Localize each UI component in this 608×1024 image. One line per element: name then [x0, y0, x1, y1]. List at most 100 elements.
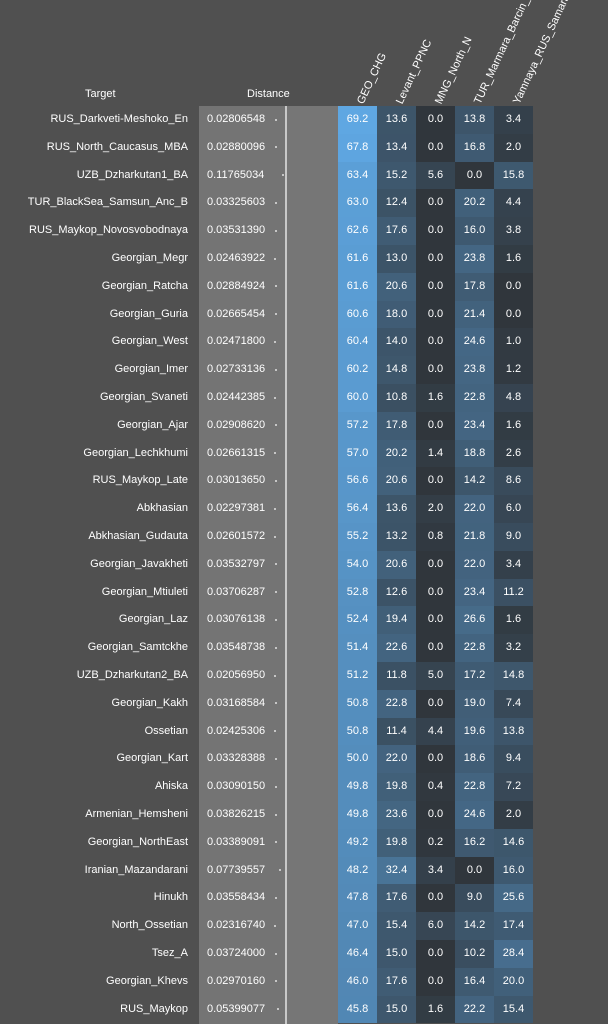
value-cell: 0.0: [416, 550, 455, 579]
value-cell: 28.4: [494, 940, 533, 968]
target-label: RUS_North_Caucasus_MBA: [46, 140, 188, 153]
table-row: Georgian_Javakheti 0.03532797 54.0 20.6 0.0 2…: [0, 550, 608, 579]
target-column-header: Target: [85, 88, 116, 100]
distance-marker: [274, 257, 277, 260]
value-cell: 20.6: [377, 550, 416, 579]
distance-value: 0.02806548: [207, 113, 266, 125]
value-cell: 13.8: [455, 106, 494, 134]
distance-value: 0.02908620: [207, 418, 266, 431]
value-cell: 50.0: [338, 745, 377, 774]
distance-value: 0.02884924: [207, 279, 266, 292]
value-cell: 67.8: [338, 133, 377, 162]
target-label: Iranian_Mazandarani: [84, 863, 188, 876]
table-row: Georgian_Khevs 0.02970160 46.0 17.6 0.0 16.4 2…: [0, 967, 608, 996]
distance-marker: [275, 201, 278, 204]
value-cell: 14.8: [494, 662, 533, 690]
value-cell: 1.6: [416, 995, 455, 1024]
value-cell: 0.0: [416, 300, 455, 329]
value-cell: 20.2: [377, 439, 416, 468]
value-cell: 61.6: [338, 272, 377, 301]
distance-value: 0.03531390: [207, 224, 266, 237]
distance-value: 0.02471800: [207, 335, 266, 348]
value-cell: 15.8: [494, 161, 533, 190]
value-cell: 0.2: [416, 828, 455, 857]
value-cell: 13.4: [377, 133, 416, 162]
value-cell: 5.0: [416, 662, 455, 690]
distance-value: 0.02056950: [207, 669, 266, 681]
distance-value: 0.03548738: [207, 641, 266, 654]
value-cell: 21.4: [455, 300, 494, 329]
table-row: TUR_BlackSea_Samsun_Anc_B 0.03325603 63.0 1…: [0, 189, 608, 218]
distance-value: 0.03558434: [207, 891, 266, 904]
value-cell: 17.4: [494, 912, 533, 940]
distance-value: 0.03168584: [207, 696, 266, 709]
value-cell: 23.8: [455, 356, 494, 384]
table-row: Georgian_Kart 0.03328388 50.0 22.0 0.0 18.6 9.…: [0, 745, 608, 774]
table-row: Georgian_Laz 0.03076138 52.4 19.4 0.0 26.6 1.6: [0, 606, 608, 635]
value-cell: 9.4: [494, 745, 533, 774]
value-cell: 13.6: [377, 106, 416, 134]
distance-marker: [274, 396, 277, 399]
value-cell: 0.0: [416, 328, 455, 357]
target-label: Georgian_Mtiuleti: [101, 585, 188, 598]
value-cell: 45.8: [338, 995, 377, 1024]
value-cell: 0.4: [416, 773, 455, 801]
distance-value: 0.02316740: [207, 919, 266, 932]
value-cell: 15.4: [377, 912, 416, 940]
value-cell: 19.4: [377, 606, 416, 635]
target-label: Georgian_Imer: [114, 363, 188, 376]
value-cell: 49.8: [338, 773, 377, 801]
value-cell: 0.0: [494, 272, 533, 301]
value-cell: 55.2: [338, 523, 377, 551]
value-cell: 3.4: [494, 106, 533, 134]
distance-marker: [274, 479, 277, 482]
distance-column-divider: [285, 106, 287, 1024]
value-cell: 11.8: [377, 662, 416, 690]
value-cell: 23.6: [377, 801, 416, 829]
target-label: Georgian_Khevs: [106, 974, 188, 987]
distance-marker: [275, 841, 278, 844]
table-row: Iranian_Mazandarani 0.07739557 48.2 32.4 3.4…: [0, 856, 608, 885]
table-row: RUS_Darkveti-Meshoko_En 0.02806548 69.2 13.…: [0, 106, 608, 134]
value-cell: 22.8: [455, 773, 494, 801]
value-cell: 22.0: [377, 745, 416, 774]
value-cell: 3.2: [494, 634, 533, 662]
distance-marker: [274, 730, 277, 733]
value-cell: 60.0: [338, 384, 377, 412]
value-cell: 2.0: [494, 801, 533, 829]
value-cell: 52.8: [338, 578, 377, 607]
value-cell: 4.4: [416, 717, 455, 746]
value-cell: 0.0: [416, 189, 455, 218]
table-row: Armenian_Hemsheni 0.03826215 49.8 23.6 0.0 24…: [0, 801, 608, 829]
distance-value: 0.05399077: [207, 1002, 266, 1015]
value-cell: 11.2: [494, 578, 533, 607]
value-cell: 23.4: [455, 411, 494, 440]
table-row: Tsez_A 0.03724000 46.4 15.0 0.0 10.2 28.4: [0, 940, 608, 968]
value-cell: 20.6: [377, 272, 416, 301]
value-cell: 2.0: [416, 495, 455, 523]
table-row: Georgian_Svaneti 0.02442385 60.0 10.8 1.6 22.…: [0, 384, 608, 412]
table-row: Georgian_West 0.02471800 60.4 14.0 0.0 24.6 1.…: [0, 328, 608, 357]
value-cell: 2.6: [494, 439, 533, 468]
value-cell: 22.8: [455, 634, 494, 662]
distance-value: 0.02463922: [207, 252, 266, 264]
target-label: RUS_Maykop_Novosvobodnaya: [29, 224, 188, 237]
distance-marker: [274, 340, 277, 343]
value-cell: 0.0: [416, 356, 455, 384]
value-cell: 1.6: [416, 384, 455, 412]
value-cell: 57.2: [338, 411, 377, 440]
value-cell: 0.0: [416, 578, 455, 607]
value-cell: 13.0: [377, 245, 416, 273]
distance-marker: [275, 757, 278, 760]
value-cell: 19.6: [455, 717, 494, 746]
target-label: RUS_Maykop: [120, 1002, 188, 1015]
target-label: North_Ossetian: [111, 919, 188, 932]
target-label: Ahiska: [154, 780, 188, 793]
target-label: Tsez_A: [151, 947, 188, 959]
distance-bar-area: [287, 106, 338, 1024]
value-cell: 23.8: [455, 245, 494, 273]
distance-value: 0.03389091: [207, 835, 266, 848]
value-cell: 0.0: [416, 411, 455, 440]
value-cell: 14.0: [377, 328, 416, 357]
value-cell: 19.8: [377, 828, 416, 857]
